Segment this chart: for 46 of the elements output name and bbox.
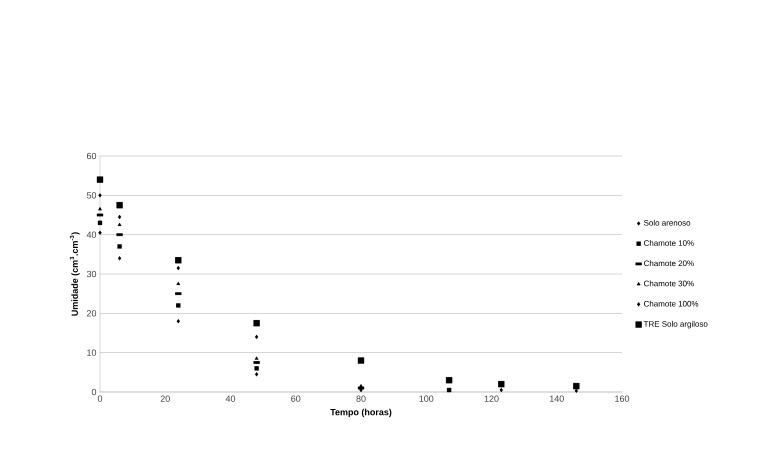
point	[96, 176, 104, 183]
point	[175, 257, 182, 264]
point	[253, 320, 260, 326]
point	[574, 388, 578, 394]
point	[498, 380, 504, 388]
point	[254, 334, 258, 340]
point	[117, 244, 122, 249]
y-tick-label: 40	[86, 231, 96, 238]
point	[176, 319, 180, 324]
point	[446, 388, 452, 392]
x-tick-label: 40	[226, 396, 236, 402]
point	[98, 220, 102, 226]
y-tick-label: 60	[86, 152, 96, 160]
point	[98, 206, 102, 210]
point	[254, 356, 259, 360]
y-axis-title: Umidade (cm$^{3}$.cm$^{-3}$)	[70, 232, 80, 316]
y-tick-label: 0	[92, 388, 96, 396]
point	[254, 372, 258, 376]
x-tick-label: 60	[291, 396, 300, 402]
point	[118, 222, 122, 226]
y-tick-label: 30	[86, 270, 96, 278]
x-tick-label: 100	[419, 396, 434, 402]
point	[98, 230, 102, 235]
point	[254, 366, 259, 371]
x-tick-label: 120	[484, 396, 499, 402]
x-tick-label: 80	[356, 396, 366, 402]
point	[176, 303, 180, 308]
point	[176, 266, 180, 270]
point	[176, 282, 180, 286]
x-axis-title: Tempo (horas)	[330, 408, 392, 418]
x-tick-label: 140	[550, 396, 564, 402]
y-tick-label: 20	[86, 310, 96, 317]
y-tick-label: 10	[87, 349, 96, 356]
point	[118, 256, 122, 260]
x-tick-label: 20	[160, 396, 170, 402]
point	[98, 193, 102, 198]
point	[118, 214, 122, 220]
y-tick-label: 50	[86, 192, 96, 199]
point	[359, 384, 363, 388]
point	[500, 388, 503, 392]
point	[573, 382, 580, 390]
point	[446, 377, 452, 384]
x-tick-label: 0	[98, 396, 102, 402]
point	[358, 357, 364, 364]
x-tick-label: 160	[615, 396, 630, 402]
point	[116, 202, 123, 208]
